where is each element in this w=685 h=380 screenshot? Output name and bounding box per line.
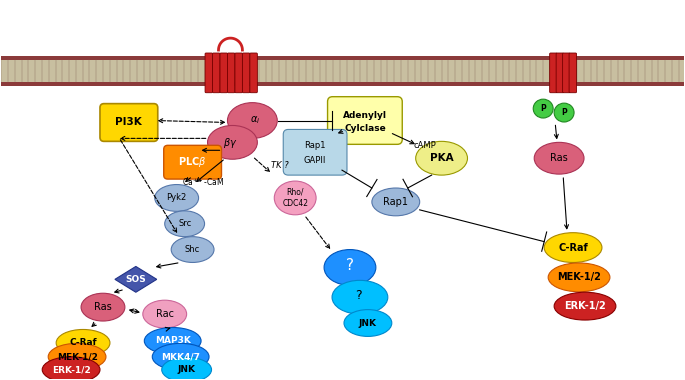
FancyBboxPatch shape [250,53,258,93]
FancyBboxPatch shape [235,53,242,93]
Ellipse shape [544,233,602,263]
Text: PLC$\beta$: PLC$\beta$ [178,155,207,169]
Ellipse shape [56,329,110,356]
Ellipse shape [155,185,199,211]
Ellipse shape [227,103,277,138]
FancyBboxPatch shape [283,130,347,175]
FancyBboxPatch shape [212,53,220,93]
Ellipse shape [142,300,186,328]
Text: Ca$^{++}$-CaM: Ca$^{++}$-CaM [182,176,223,188]
Text: MEK-1/2: MEK-1/2 [57,352,97,361]
Bar [1,56,684,86]
Text: Rap1: Rap1 [384,197,408,207]
FancyBboxPatch shape [327,97,402,144]
Ellipse shape [152,344,209,370]
Text: Src: Src [178,219,191,228]
Text: $\beta\gamma$: $\beta\gamma$ [223,136,238,150]
Text: PKA: PKA [429,153,453,163]
Text: Rac: Rac [155,309,174,319]
FancyBboxPatch shape [100,104,158,141]
Text: Cylclase: Cylclase [344,124,386,133]
Text: P: P [540,104,546,113]
FancyBboxPatch shape [242,53,250,93]
FancyBboxPatch shape [205,53,212,93]
Ellipse shape [534,142,584,174]
FancyBboxPatch shape [220,53,227,93]
Ellipse shape [554,103,574,122]
Polygon shape [115,266,157,292]
Ellipse shape [164,211,205,237]
FancyBboxPatch shape [562,53,570,93]
Ellipse shape [332,280,388,314]
Text: Adenylyl: Adenylyl [343,111,387,120]
Text: MKK4/7: MKK4/7 [161,352,200,361]
FancyBboxPatch shape [227,53,235,93]
Ellipse shape [48,344,106,370]
Text: Shc: Shc [185,245,200,254]
Ellipse shape [554,292,616,320]
Text: Rho/: Rho/ [286,187,304,196]
Ellipse shape [372,188,420,216]
FancyBboxPatch shape [556,53,564,93]
Text: ERK-1/2: ERK-1/2 [564,301,606,311]
Text: TK ?: TK ? [271,161,289,170]
Text: JNK: JNK [177,365,196,374]
Ellipse shape [171,237,214,263]
Text: C-Raf: C-Raf [69,338,97,347]
Ellipse shape [162,357,212,380]
Ellipse shape [274,181,316,215]
Text: SOS: SOS [125,275,146,284]
Ellipse shape [208,125,258,159]
Ellipse shape [42,357,100,380]
Text: MEK-1/2: MEK-1/2 [557,272,601,282]
Text: ERK-1/2: ERK-1/2 [52,365,90,374]
Ellipse shape [145,328,201,354]
FancyBboxPatch shape [549,53,557,93]
Ellipse shape [81,293,125,321]
Ellipse shape [548,263,610,292]
Bar [1,60,684,82]
Text: $\alpha_i$: $\alpha_i$ [250,115,260,127]
Text: PI3K: PI3K [116,117,142,128]
Text: Ras: Ras [550,153,568,163]
FancyBboxPatch shape [569,53,577,93]
Text: ?: ? [355,289,361,302]
Ellipse shape [344,310,392,336]
Ellipse shape [533,99,553,118]
Text: C-Raf: C-Raf [558,242,588,253]
Text: GAPII: GAPII [304,156,326,165]
Text: JNK: JNK [359,318,377,328]
Text: ?: ? [346,258,354,273]
Ellipse shape [324,250,376,285]
Text: CDC42: CDC42 [282,200,308,208]
FancyBboxPatch shape [164,145,221,179]
Text: cAMP: cAMP [413,141,436,150]
Text: MAP3K: MAP3K [155,336,190,345]
Text: P: P [561,108,567,117]
Text: Ras: Ras [94,302,112,312]
Ellipse shape [416,141,467,175]
Text: Pyk2: Pyk2 [166,193,187,203]
Text: Rap1: Rap1 [304,141,326,150]
